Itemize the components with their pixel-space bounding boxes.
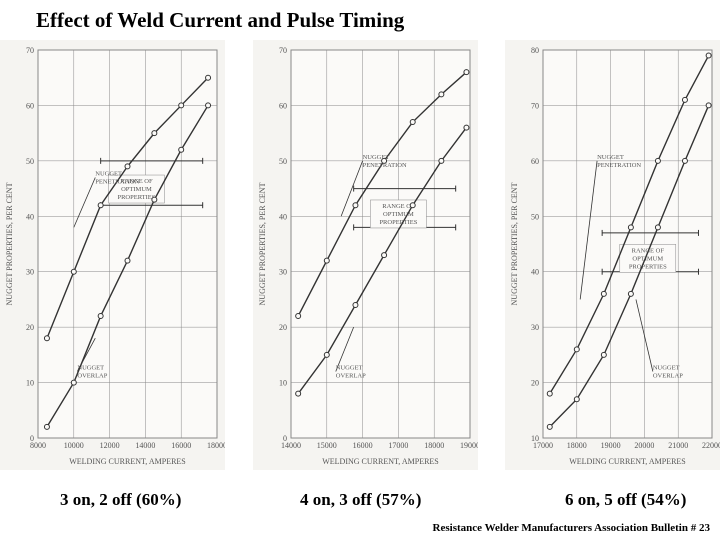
svg-text:30: 30 (531, 323, 539, 332)
page-title: Effect of Weld Current and Pulse Timing (36, 8, 404, 33)
svg-text:20000: 20000 (634, 441, 654, 450)
svg-text:17000: 17000 (388, 441, 408, 450)
svg-text:NUGGET: NUGGET (597, 154, 624, 161)
svg-text:70: 70 (531, 101, 539, 110)
caption-panel-1: 4 on, 3 off (57%) (300, 490, 421, 510)
svg-text:30: 30 (26, 268, 34, 277)
svg-text:NUGGET: NUGGET (335, 364, 362, 371)
svg-text:PROPERTIES: PROPERTIES (379, 219, 417, 226)
svg-text:70: 70 (279, 46, 287, 55)
svg-text:30: 30 (279, 268, 287, 277)
svg-text:PROPERTIES: PROPERTIES (117, 194, 155, 201)
svg-text:50: 50 (279, 157, 287, 166)
svg-text:NUGGET: NUGGET (653, 364, 680, 371)
svg-text:20: 20 (26, 323, 34, 332)
svg-text:OVERLAP: OVERLAP (335, 372, 365, 379)
svg-text:60: 60 (26, 101, 34, 110)
svg-text:18000: 18000 (567, 441, 587, 450)
svg-text:10: 10 (26, 379, 34, 388)
svg-text:20: 20 (279, 323, 287, 332)
svg-text:NUGGET PROPERTIES, PER CENT: NUGGET PROPERTIES, PER CENT (258, 182, 267, 305)
caption-panel-2: 6 on, 5 off (54%) (565, 490, 686, 510)
svg-text:10: 10 (531, 434, 539, 443)
svg-text:OPTIMUM: OPTIMUM (121, 186, 152, 193)
svg-text:19000: 19000 (460, 441, 478, 450)
chart-panel-2: 1700018000190002000021000220001020304050… (505, 40, 720, 470)
svg-text:60: 60 (531, 157, 539, 166)
svg-text:50: 50 (531, 212, 539, 221)
svg-text:NUGGET: NUGGET (362, 154, 389, 161)
svg-text:50: 50 (26, 157, 34, 166)
svg-text:40: 40 (26, 212, 34, 221)
chart-panel-0: 8000100001200014000160001800001020304050… (0, 40, 225, 470)
svg-text:18000: 18000 (207, 441, 225, 450)
chart-panel-0: 8000100001200014000160001800001020304050… (0, 40, 225, 470)
svg-text:70: 70 (26, 46, 34, 55)
svg-text:40: 40 (531, 268, 539, 277)
svg-text:22000: 22000 (702, 441, 720, 450)
svg-text:NUGGET PROPERTIES, PER CENT: NUGGET PROPERTIES, PER CENT (510, 182, 519, 305)
svg-text:WELDING CURRENT, AMPERES: WELDING CURRENT, AMPERES (569, 457, 686, 466)
svg-text:60: 60 (279, 101, 287, 110)
chart-panel-2: 1700018000190002000021000220001020304050… (505, 40, 720, 470)
svg-text:OVERLAP: OVERLAP (653, 372, 683, 379)
chart-panel-1: 1400015000160001700018000190000102030405… (253, 40, 478, 470)
footnote: Resistance Welder Manufacturers Associat… (433, 522, 710, 534)
svg-text:OVERLAP: OVERLAP (77, 372, 107, 379)
svg-text:15000: 15000 (316, 441, 336, 450)
svg-text:NUGGET: NUGGET (77, 364, 104, 371)
svg-text:WELDING CURRENT, AMPERES: WELDING CURRENT, AMPERES (322, 457, 439, 466)
svg-text:NUGGET PROPERTIES, PER CENT: NUGGET PROPERTIES, PER CENT (5, 182, 14, 305)
svg-text:PENETRATION: PENETRATION (95, 178, 139, 185)
svg-text:PENETRATION: PENETRATION (362, 162, 406, 169)
svg-text:16000: 16000 (352, 441, 372, 450)
svg-text:18000: 18000 (424, 441, 444, 450)
svg-text:80: 80 (531, 46, 539, 55)
svg-text:20: 20 (531, 379, 539, 388)
svg-text:16000: 16000 (171, 441, 191, 450)
svg-text:19000: 19000 (601, 441, 621, 450)
svg-text:10000: 10000 (64, 441, 84, 450)
svg-text:NUGGET: NUGGET (95, 170, 122, 177)
svg-text:0: 0 (30, 434, 34, 443)
caption-panel-0: 3 on, 2 off (60%) (60, 490, 181, 510)
svg-text:PENETRATION: PENETRATION (597, 162, 641, 169)
svg-text:PROPERTIES: PROPERTIES (629, 263, 667, 270)
svg-text:0: 0 (283, 434, 287, 443)
svg-text:OPTIMUM: OPTIMUM (632, 255, 663, 262)
svg-text:40: 40 (279, 212, 287, 221)
svg-text:10: 10 (279, 379, 287, 388)
svg-text:21000: 21000 (668, 441, 688, 450)
charts-row: 8000100001200014000160001800001020304050… (0, 40, 720, 470)
svg-text:12000: 12000 (100, 441, 120, 450)
chart-panel-1: 1400015000160001700018000190000102030405… (253, 40, 478, 470)
svg-text:14000: 14000 (135, 441, 155, 450)
svg-text:WELDING CURRENT, AMPERES: WELDING CURRENT, AMPERES (69, 457, 186, 466)
